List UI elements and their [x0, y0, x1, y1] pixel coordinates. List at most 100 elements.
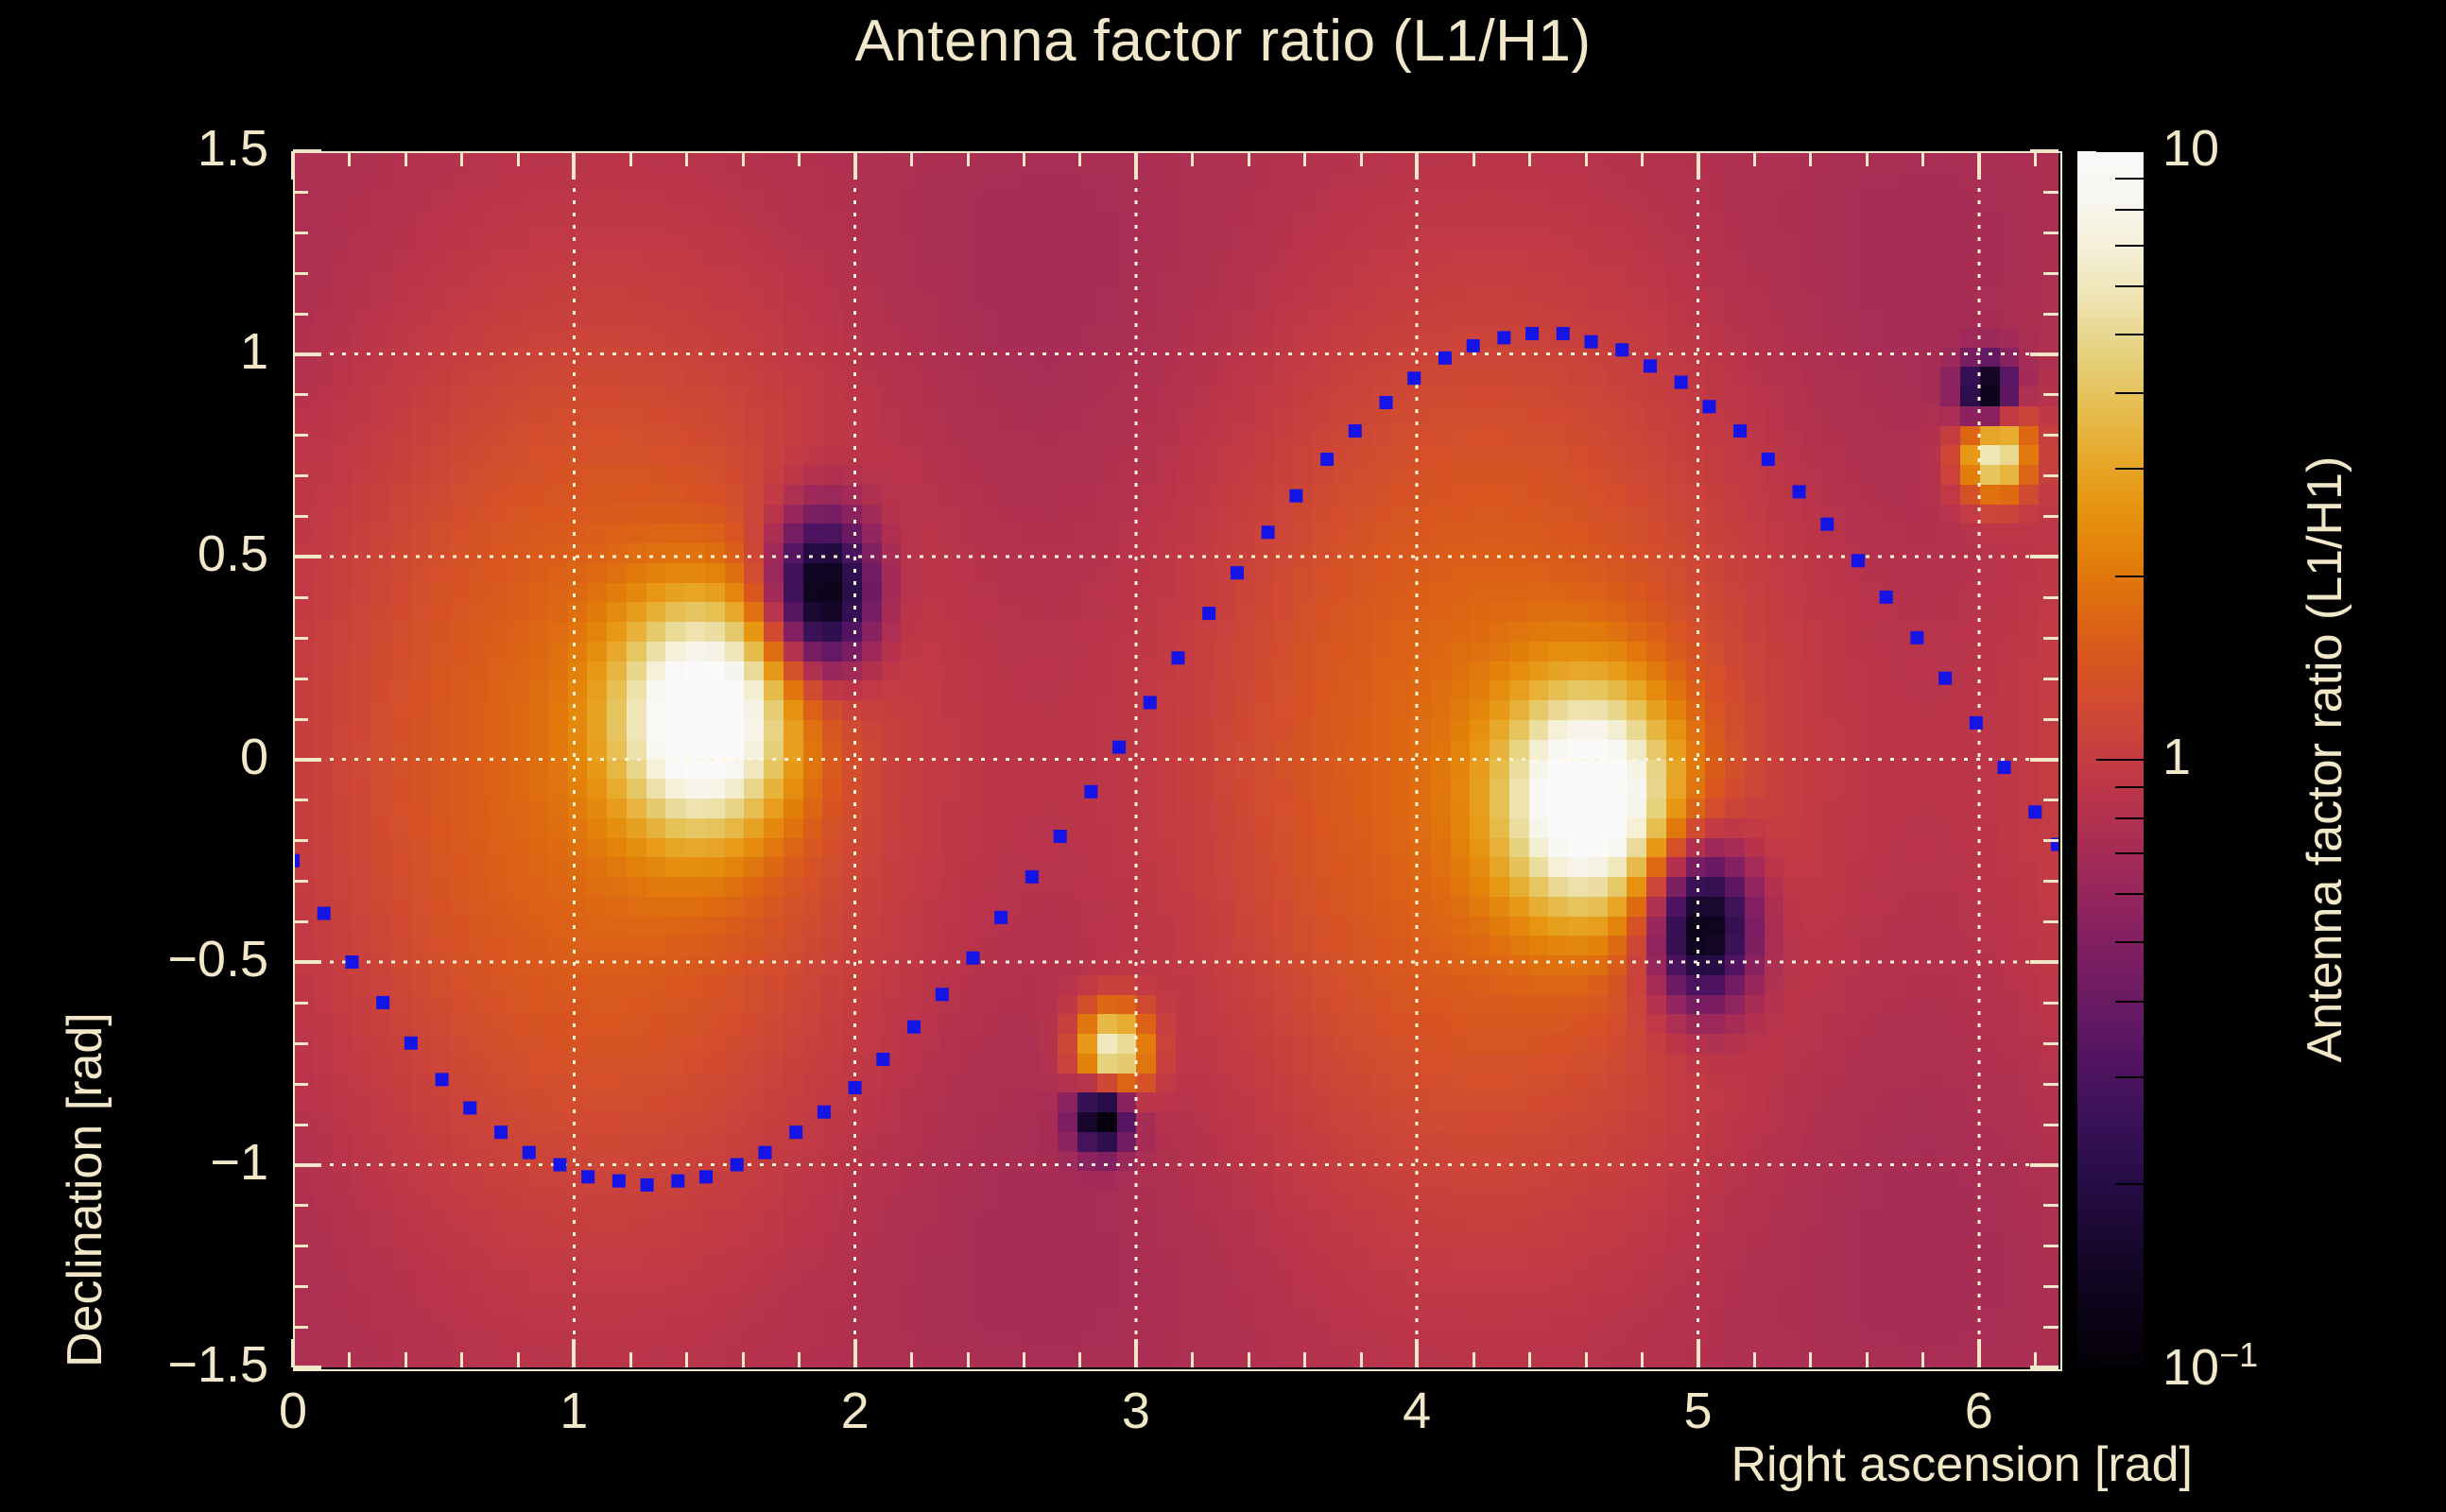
- y-minor-tick-right: [2043, 190, 2058, 194]
- x-minor-tick: [1078, 1352, 1082, 1367]
- colorbar-minor-tick: [2115, 392, 2144, 395]
- x-major-tick: [1976, 1339, 1981, 1367]
- colorbar-minor-tick: [2115, 1183, 2144, 1186]
- x-major-tick: [1133, 1339, 1138, 1367]
- y-major-tick-right: [2030, 1162, 2058, 1167]
- y-major-tick-right: [2030, 149, 2058, 153]
- colorbar-title: Antenna factor ratio (L1/H1): [2298, 455, 2352, 1063]
- x-minor-tick-top: [685, 151, 689, 166]
- x-minor-tick-top: [2034, 151, 2038, 166]
- colorbar-tick-label: 10: [2162, 120, 2220, 177]
- y-minor-tick: [293, 677, 308, 680]
- x-major-tick: [853, 1339, 857, 1367]
- y-major-tick-right: [2030, 960, 2058, 964]
- y-minor-tick-right: [2043, 434, 2058, 438]
- y-major-tick: [293, 149, 321, 153]
- y-minor-tick-right: [2043, 1041, 2058, 1045]
- x-minor-tick-top: [1865, 151, 1869, 166]
- y-minor-tick: [293, 1001, 308, 1005]
- colorbar-tick-label: 10−1: [2162, 1335, 2259, 1396]
- colorbar-minor-tick: [2115, 785, 2144, 788]
- y-minor-tick: [293, 1123, 308, 1126]
- y-minor-tick-right: [2043, 271, 2058, 275]
- y-minor-tick: [293, 1285, 308, 1289]
- y-minor-tick-right: [2043, 1082, 2058, 1086]
- y-minor-tick: [293, 1245, 308, 1248]
- y-minor-tick: [293, 717, 308, 721]
- y-minor-tick: [293, 799, 308, 802]
- y-minor-tick: [293, 393, 308, 397]
- x-minor-tick-top: [1303, 151, 1307, 166]
- y-tick-label: 0: [239, 728, 268, 785]
- y-tick-label: 0.5: [197, 525, 268, 582]
- y-major-tick-right: [2030, 352, 2058, 356]
- x-minor-tick: [1921, 1352, 1925, 1367]
- chart-title: Antenna factor ratio (L1/H1): [854, 9, 1592, 74]
- x-minor-tick: [348, 1352, 352, 1367]
- x-minor-tick: [629, 1352, 632, 1367]
- y-minor-tick-right: [2043, 799, 2058, 802]
- y-minor-tick: [293, 1204, 308, 1208]
- x-major-tick-top: [291, 151, 295, 180]
- x-major-tick: [1696, 1339, 1700, 1367]
- x-tick-label: 3: [1121, 1383, 1150, 1439]
- heatmap-plot-area[interactable]: [293, 151, 2058, 1367]
- x-minor-tick-top: [1078, 151, 1082, 166]
- x-minor-tick-top: [1022, 151, 1025, 166]
- galactic-plane-overlay: [293, 327, 2058, 1192]
- x-major-tick-top: [1976, 151, 1981, 180]
- y-major-tick: [293, 352, 321, 356]
- y-axis-title: Declination [rad]: [58, 1012, 112, 1367]
- y-minor-tick: [293, 920, 308, 924]
- x-major-tick-top: [1415, 151, 1420, 180]
- x-minor-tick-top: [516, 151, 520, 166]
- x-tick-label: 6: [1964, 1383, 1993, 1439]
- x-tick-label: 1: [560, 1383, 589, 1439]
- colorbar-minor-tick: [2115, 178, 2144, 180]
- colorbar-minor-tick: [2115, 1000, 2144, 1003]
- y-tick-label: −0.5: [167, 931, 268, 988]
- colorbar-tick-label: 1: [2162, 728, 2192, 785]
- x-minor-tick-top: [629, 151, 632, 166]
- x-minor-tick-top: [1752, 151, 1756, 166]
- y-minor-tick-right: [2043, 1123, 2058, 1126]
- x-minor-tick: [1472, 1352, 1475, 1367]
- x-minor-tick-top: [741, 151, 745, 166]
- y-minor-tick: [293, 190, 308, 194]
- x-minor-tick: [910, 1352, 914, 1367]
- x-minor-tick-top: [1809, 151, 1813, 166]
- x-minor-tick-top: [1191, 151, 1195, 166]
- colorbar-minor-tick: [2115, 1075, 2144, 1078]
- colorbar-minor-tick: [2115, 816, 2144, 819]
- colorbar-minor-tick: [2115, 468, 2144, 471]
- x-minor-tick: [1247, 1352, 1250, 1367]
- x-major-tick-top: [1696, 151, 1700, 180]
- y-minor-tick-right: [2043, 595, 2058, 599]
- x-minor-tick: [460, 1352, 464, 1367]
- colorbar-minor-tick: [2115, 941, 2144, 944]
- x-minor-tick-top: [966, 151, 970, 166]
- x-minor-tick: [1641, 1352, 1645, 1367]
- x-major-tick-top: [853, 151, 857, 180]
- colorbar-major-tick: [2096, 758, 2144, 761]
- x-minor-tick: [1752, 1352, 1756, 1367]
- y-minor-tick-right: [2043, 515, 2058, 519]
- y-minor-tick-right: [2043, 636, 2058, 640]
- y-minor-tick: [293, 231, 308, 234]
- x-major-tick: [291, 1339, 295, 1367]
- x-minor-tick-top: [910, 151, 914, 166]
- y-minor-tick-right: [2043, 474, 2058, 478]
- y-minor-tick-right: [2043, 839, 2058, 843]
- x-minor-tick-top: [1584, 151, 1588, 166]
- y-minor-tick: [293, 595, 308, 599]
- x-minor-tick: [741, 1352, 745, 1367]
- y-tick-label: −1.5: [167, 1336, 268, 1393]
- x-minor-tick-top: [1359, 151, 1363, 166]
- y-minor-tick: [293, 636, 308, 640]
- colorbar-minor-tick: [2115, 244, 2144, 247]
- x-major-tick-top: [1133, 151, 1138, 180]
- y-minor-tick-right: [2043, 1204, 2058, 1208]
- x-tick-label: 0: [278, 1383, 308, 1439]
- y-major-tick: [293, 1162, 321, 1167]
- y-major-tick: [293, 757, 321, 762]
